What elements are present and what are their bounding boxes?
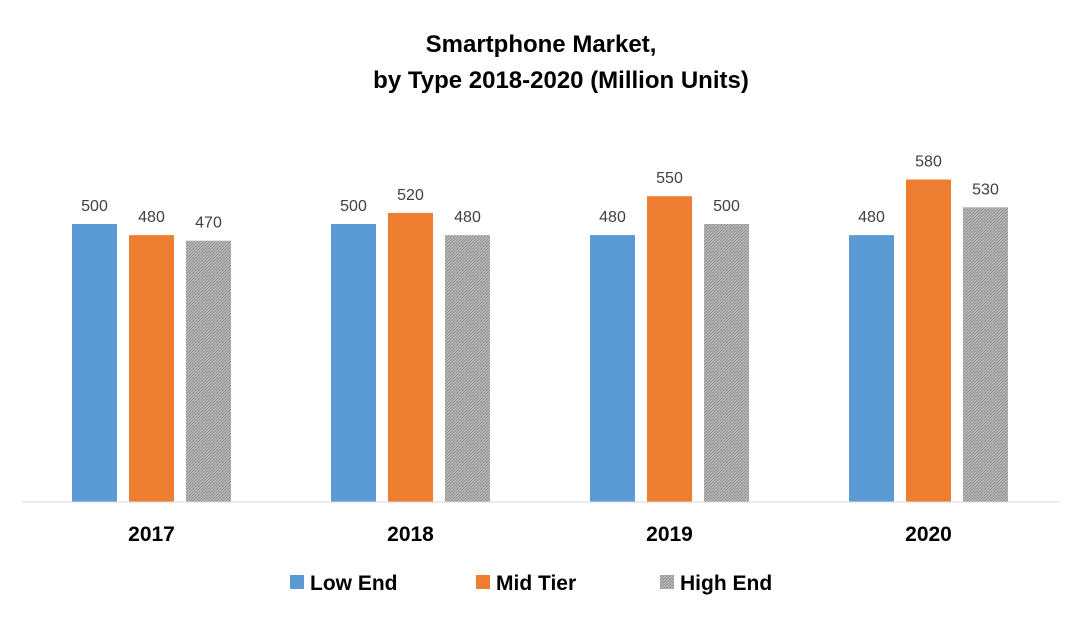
legend-item-high-end: High End [660,572,772,595]
legend-label-mid-tier: Mid Tier [496,572,576,595]
bar-high-end-2017 [186,240,231,502]
category-label-2019: 2019 [646,523,693,546]
chart-subtitle: by Type 2018-2020 (Million Units) [373,67,749,94]
legend-item-mid-tier: Mid Tier [476,572,576,595]
legend-item-low-end: Low End [290,572,398,595]
data-label-mid-tier-2020: 580 [915,154,942,171]
bar-low-end-2017 [72,224,117,502]
legend-swatch-mid-tier [476,575,490,589]
category-labels-group: 2017 2018 2019 2020 [128,523,952,546]
data-label-low-end-2019: 480 [599,209,626,226]
legend: Low End Mid Tier High End [290,572,772,595]
bar-mid-tier-2017 [129,235,174,502]
data-labels-group: 500 480 470 500 520 480 480 550 500 480 580 530 [81,154,999,232]
data-label-mid-tier-2017: 480 [138,209,165,226]
legend-label-high-end: High End [680,572,772,595]
bar-low-end-2018 [331,224,376,502]
category-label-2017: 2017 [128,523,175,546]
data-label-high-end-2017: 470 [195,215,222,232]
data-label-high-end-2018: 480 [454,209,481,226]
data-label-low-end-2017: 500 [81,198,108,215]
data-label-low-end-2020: 480 [858,209,885,226]
bar-mid-tier-2020 [906,179,951,502]
data-label-mid-tier-2018: 520 [397,187,424,204]
bar-mid-tier-2019 [647,196,692,502]
data-label-mid-tier-2019: 550 [656,170,683,187]
chart-title: Smartphone Market, [426,31,657,58]
legend-swatch-high-end [660,575,674,589]
data-label-high-end-2020: 530 [972,181,999,198]
category-label-2018: 2018 [387,523,434,546]
data-label-high-end-2019: 500 [713,198,740,215]
bar-low-end-2020 [849,235,894,502]
bar-high-end-2019 [704,224,749,502]
bar-high-end-2020 [963,207,1008,502]
category-label-2020: 2020 [905,523,952,546]
bars-group [72,179,1008,502]
data-label-low-end-2018: 500 [340,198,367,215]
legend-label-low-end: Low End [310,572,398,595]
bar-low-end-2019 [590,235,635,502]
bar-mid-tier-2018 [388,212,433,502]
legend-swatch-low-end [290,575,304,589]
bar-high-end-2018 [445,235,490,502]
